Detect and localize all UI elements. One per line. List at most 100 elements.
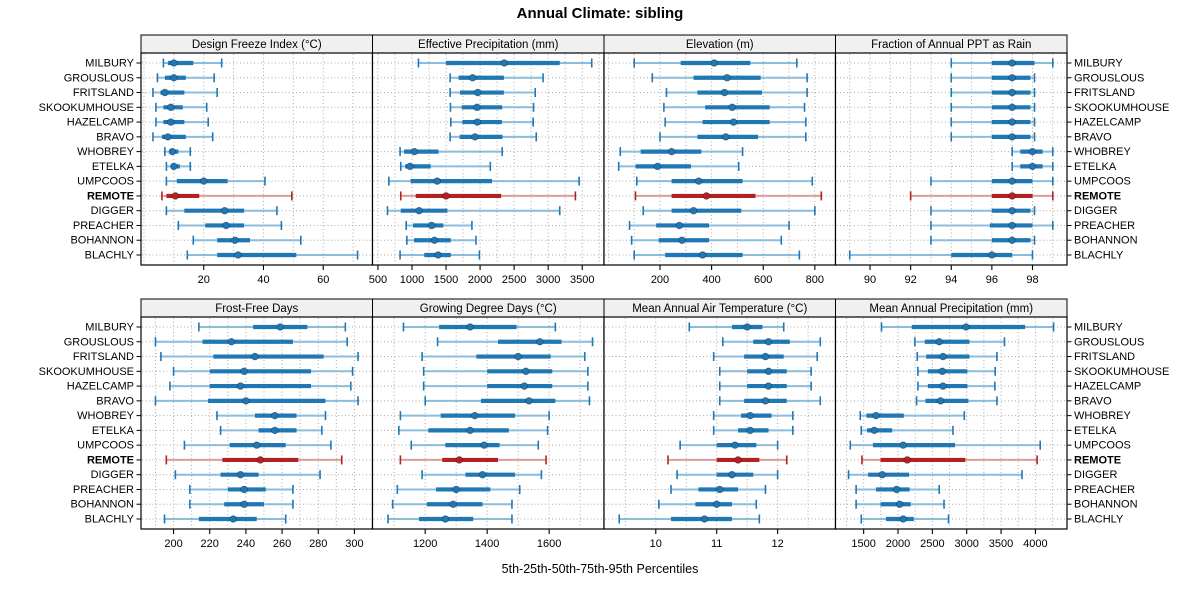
median-dot xyxy=(764,338,773,346)
station-label-left: HAZELCAMP xyxy=(67,117,134,129)
x-tick-label: 500 xyxy=(369,274,387,286)
strip-label: Mean Annual Air Temperature (°C) xyxy=(632,303,807,315)
station-label-left: WHOBREY xyxy=(77,410,135,422)
median-dot xyxy=(170,59,178,67)
x-tick-label: 94 xyxy=(945,274,957,286)
median-dot xyxy=(1008,177,1016,185)
median-dot xyxy=(466,426,474,435)
median-dot xyxy=(229,515,237,523)
median-dot xyxy=(199,177,208,185)
x-tick-label: 200 xyxy=(651,274,669,286)
median-dot xyxy=(939,382,947,390)
median-dot xyxy=(415,206,423,215)
x-tick-label: 40 xyxy=(257,274,269,286)
panel-plot-area xyxy=(835,317,1067,529)
station-label-right: REMOTE xyxy=(1074,454,1121,466)
x-tick-label: 92 xyxy=(905,274,917,286)
median-dot xyxy=(1008,59,1016,67)
median-dot xyxy=(678,236,686,244)
median-dot xyxy=(171,192,180,200)
station-label-right: BLACHLY xyxy=(1074,514,1124,526)
strip-label: Frost-Free Days xyxy=(215,303,298,315)
x-tick-label: 600 xyxy=(754,274,772,286)
station-label-right: SKOOKUMHOUSE xyxy=(1074,366,1169,378)
station-label-left: MILBURY xyxy=(85,322,134,334)
x-tick-label: 2500 xyxy=(502,274,526,286)
median-dot xyxy=(702,192,711,200)
station-label-right: BRAVO xyxy=(1074,395,1112,407)
station-label-right: ETELKA xyxy=(1074,161,1117,173)
median-dot xyxy=(1008,192,1016,200)
station-label-right: GROUSLOUS xyxy=(1074,72,1144,84)
station-label-right: ETELKA xyxy=(1074,425,1117,437)
median-dot xyxy=(240,500,248,508)
station-label-right: SKOOKUMHOUSE xyxy=(1074,102,1169,114)
median-dot xyxy=(689,206,698,215)
median-dot xyxy=(253,441,261,449)
median-dot xyxy=(710,59,718,67)
median-dot xyxy=(170,162,178,171)
strip-label: Growing Degree Days (°C) xyxy=(420,303,557,315)
median-dot xyxy=(236,382,245,390)
median-dot xyxy=(452,485,460,494)
median-dot xyxy=(1008,103,1016,112)
median-dot xyxy=(935,338,943,346)
panel-plot-area xyxy=(141,317,373,529)
median-dot xyxy=(722,133,730,141)
median-dot xyxy=(240,367,248,376)
median-dot xyxy=(231,236,239,244)
x-tick-label: 2000 xyxy=(468,274,492,286)
station-label-right: DIGGER xyxy=(1074,469,1117,481)
median-dot xyxy=(271,426,279,435)
x-tick-label: 2000 xyxy=(886,538,910,550)
panel-plot-area xyxy=(372,53,604,265)
median-dot xyxy=(271,411,279,420)
median-dot xyxy=(1028,147,1037,156)
median-dot xyxy=(731,441,739,449)
median-dot xyxy=(473,88,482,97)
median-dot xyxy=(473,103,481,112)
x-tick-label: 10 xyxy=(650,538,662,550)
chart-title: Annual Climate: sibling xyxy=(516,5,684,22)
median-dot xyxy=(653,162,662,171)
station-label-left: SKOOKUMHOUSE xyxy=(39,102,134,114)
panel-plot-area xyxy=(604,53,836,265)
station-label-left: BRAVO xyxy=(96,395,134,407)
median-dot xyxy=(723,74,731,82)
x-tick-label: 260 xyxy=(273,538,291,550)
median-dot xyxy=(240,485,248,494)
median-dot xyxy=(161,88,169,97)
median-dot xyxy=(468,74,477,82)
median-dot xyxy=(903,456,912,464)
median-dot xyxy=(167,118,175,126)
median-dot xyxy=(430,236,439,244)
median-dot xyxy=(962,323,970,331)
x-tick-label: 98 xyxy=(1026,274,1038,286)
strip-label: Mean Annual Precipitation (mm) xyxy=(869,303,1033,315)
median-dot xyxy=(520,382,529,390)
median-dot xyxy=(164,133,172,141)
station-label-left: FRITSLAND xyxy=(73,87,134,99)
station-label-left: BRAVO xyxy=(96,131,134,143)
median-dot xyxy=(872,411,880,420)
median-dot xyxy=(427,221,436,230)
median-dot xyxy=(222,221,230,230)
station-label-right: BOHANNON xyxy=(1074,235,1138,247)
strip-label: Effective Precipitation (mm) xyxy=(418,39,559,51)
x-tick-label: 20 xyxy=(198,274,210,286)
station-label-left: SKOOKUMHOUSE xyxy=(39,366,134,378)
median-dot xyxy=(938,367,947,376)
station-label-right: WHOBREY xyxy=(1074,410,1132,422)
x-tick-label: 800 xyxy=(806,274,824,286)
median-dot xyxy=(761,397,770,405)
station-label-right: BOHANNON xyxy=(1074,499,1138,511)
median-dot xyxy=(406,162,414,171)
x-tick-label: 1200 xyxy=(413,538,437,550)
median-dot xyxy=(441,515,450,523)
median-dot xyxy=(878,470,886,479)
station-label-right: UMPCOOS xyxy=(1074,176,1131,188)
median-dot xyxy=(234,251,242,259)
station-label-right: HAZELCAMP xyxy=(1074,117,1141,129)
median-dot xyxy=(988,251,996,259)
